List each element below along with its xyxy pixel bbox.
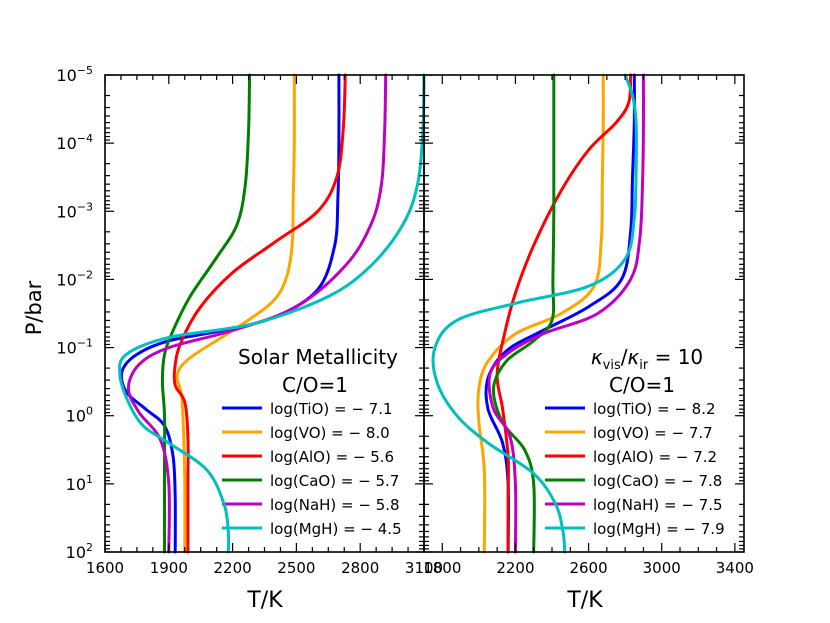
series-line-1-0	[484, 73, 636, 554]
series-line-1-5	[431, 73, 638, 554]
series-line-0-2	[172, 73, 347, 554]
left-annotation-line1: Solar Metallicity	[238, 345, 398, 369]
series-line-1-3	[491, 73, 556, 554]
legend-label-1-3: log(CaO) = − 7.8	[593, 472, 722, 490]
right-annotation-line1: κvis/κir = 10	[591, 345, 703, 373]
y-tick-label-4: 10−1	[56, 337, 93, 358]
y-axis-title: P/bar	[22, 280, 46, 335]
legend-label-1-5: log(MgH) = − 7.9	[593, 520, 725, 538]
x-tick-label-1-1: 2200	[496, 559, 534, 577]
series-line-1-4	[487, 73, 645, 554]
right-axes-frame	[423, 74, 745, 553]
right-x-axis-title: T/K	[566, 588, 603, 613]
y-tick-label-6: 101	[66, 473, 93, 494]
y-tick-label-2: 10−3	[56, 200, 93, 221]
x-tick-label-0-0: 1600	[86, 559, 124, 577]
legend-label-0-3: log(CaO) = − 5.7	[270, 472, 399, 490]
legend-label-0-1: log(VO) = − 8.0	[270, 424, 390, 442]
series-line-0-3	[160, 73, 252, 554]
x-tick-label-0-2: 2200	[214, 559, 252, 577]
legend-label-0-0: log(TiO) = − 7.1	[270, 400, 393, 418]
x-tick-label-0-3: 2500	[277, 559, 315, 577]
y-tick-label-0: 10−5	[56, 64, 93, 85]
y-tick-label-7: 102	[66, 541, 93, 562]
left-panel: log(TiO) = − 7.1 log(VO) = − 8.0 log(AlO) …	[118, 73, 426, 554]
series-line-0-5	[118, 73, 426, 554]
y-tick-label-1: 10−4	[56, 132, 93, 153]
right-panel: log(TiO) = − 8.2 log(VO) = − 7.7 log(AlO) …	[431, 73, 725, 554]
x-tick-label-1-4: 3400	[716, 559, 754, 577]
x-tick-label-1-2: 2600	[569, 559, 607, 577]
x-tick-label-0-5: 3100	[405, 559, 443, 577]
left-x-axis-title: T/K	[246, 588, 283, 613]
legend-label-1-4: log(NaH) = − 7.5	[593, 496, 723, 514]
series-line-1-1	[476, 73, 605, 554]
series-line-0-0	[119, 73, 341, 554]
left-annotation-line2: C/O=1	[282, 373, 348, 397]
legend-label-1-0: log(TiO) = − 8.2	[593, 400, 716, 418]
legend-label-0-5: log(MgH) = − 4.5	[270, 520, 402, 538]
x-tick-label-1-3: 3000	[643, 559, 681, 577]
y-tick-label-3: 10−2	[56, 268, 93, 289]
legend-label-1-1: log(VO) = − 7.7	[593, 424, 713, 442]
x-tick-label-1-0: 1800	[423, 559, 461, 577]
y-tick-label-5: 100	[66, 405, 93, 426]
x-tick-label-0-1: 1900	[150, 559, 188, 577]
x-tick-label-0-4: 2800	[341, 559, 379, 577]
legend-label-1-2: log(AlO) = − 7.2	[593, 448, 717, 466]
right-annotation-line2: C/O=1	[609, 373, 675, 397]
legend-label-0-4: log(NaH) = − 5.8	[270, 496, 400, 514]
legend-label-0-2: log(AlO) = − 5.6	[270, 448, 394, 466]
